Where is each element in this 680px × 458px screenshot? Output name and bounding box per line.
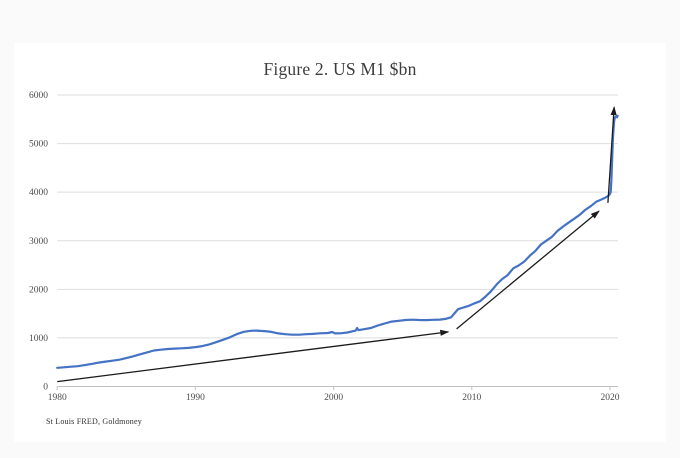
y-tick-label-0: 0 xyxy=(43,383,48,393)
m1-series-line xyxy=(56,114,619,369)
y-tick-label-1000: 1000 xyxy=(29,334,48,344)
y-tick-label-5000: 5000 xyxy=(29,140,48,150)
x-tick-label-2000: 2000 xyxy=(324,393,343,403)
trend-arrow-1980-2008 xyxy=(57,329,450,383)
trend-arrow-2020-spike xyxy=(607,106,617,203)
x-tick-label-1990: 1990 xyxy=(186,393,205,403)
chart-title: Figure 2. US M1 $bn xyxy=(263,59,417,79)
x-tick-label-2020: 2020 xyxy=(601,393,620,403)
y-tick-label-3000: 3000 xyxy=(29,237,48,247)
x-tick-label-2010: 2010 xyxy=(462,393,481,403)
y-tick-label-4000: 4000 xyxy=(29,188,48,198)
chart-card xyxy=(14,43,666,442)
y-tick-label-6000: 6000 xyxy=(29,91,48,101)
trend-arrow-2009-2019 xyxy=(456,210,600,330)
y-tick-label-2000: 2000 xyxy=(29,285,48,295)
source-note: St Louis FRED, Goldmoney xyxy=(46,417,142,426)
x-tick-label-1980: 1980 xyxy=(48,393,67,403)
